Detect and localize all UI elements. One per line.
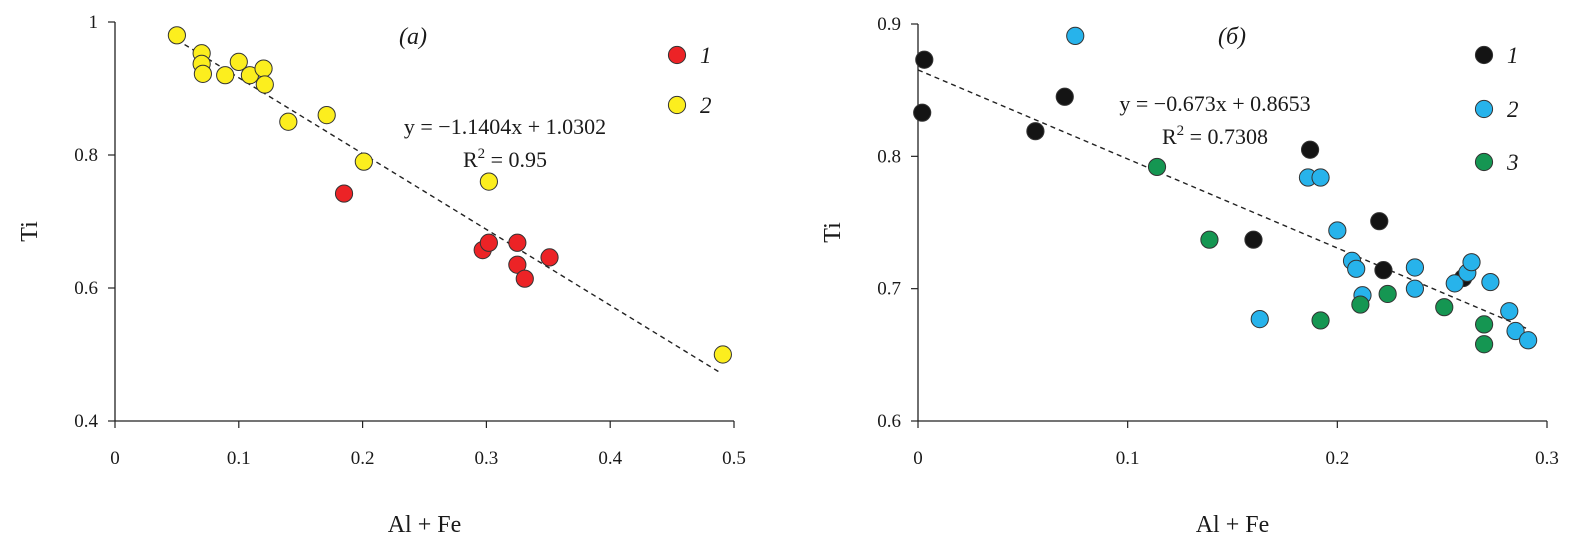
legend-label-b-1: 1 [1507, 43, 1519, 68]
data-point-b-series-1 [913, 103, 932, 122]
data-point-a-series-1 [540, 248, 559, 267]
data-point-a-series-2 [254, 59, 273, 78]
data-point-b-series-1 [915, 50, 934, 69]
data-point-b-series-2 [1462, 253, 1481, 272]
legend-marker-b-1 [1474, 45, 1494, 65]
data-point-a-series-1 [508, 255, 527, 274]
data-point-b-series-2 [1328, 221, 1347, 240]
data-point-a-series-2 [479, 172, 498, 191]
data-point-b-series-3 [1311, 311, 1330, 330]
data-point-b-series-2 [1250, 310, 1269, 329]
y-tick-label-a: 0.6 [74, 278, 98, 299]
data-point-b-series-1 [1370, 212, 1389, 231]
r-squared-exponent: 2 [478, 146, 486, 162]
data-point-b-series-1 [1055, 87, 1074, 106]
legend-label-a-1: 1 [700, 43, 712, 68]
data-point-b-series-2 [1066, 26, 1085, 46]
data-point-a-series-2 [354, 152, 373, 171]
data-point-b-series-2 [1500, 302, 1519, 321]
data-point-b-series-1 [1026, 122, 1045, 141]
panel-label-b: (б) [1218, 24, 1246, 50]
y-tick-label-b: 0.9 [877, 14, 901, 35]
data-point-b-series-3 [1351, 295, 1370, 314]
data-point-a-series-2 [167, 26, 186, 45]
r-squared-value: = 0.95 [485, 147, 547, 172]
data-point-b-series-3 [1475, 335, 1494, 354]
y-tick-label-a: 0.4 [74, 411, 98, 432]
data-point-b-series-2 [1347, 259, 1366, 278]
data-point-a-series-2 [216, 66, 235, 85]
trendline-a [176, 39, 722, 375]
x-axis-title-b: Al + Fe [1196, 512, 1270, 538]
data-point-a-series-2 [229, 52, 248, 72]
data-point-b-series-3 [1200, 230, 1219, 249]
data-point-a-series-1 [334, 184, 354, 203]
data-point-b-series-2 [1506, 321, 1525, 341]
data-point-b-series-3 [1435, 298, 1454, 317]
data-point-a-series-1 [515, 269, 534, 288]
data-point-b-series-2 [1405, 279, 1425, 298]
chart-panel-b: 0 0.1 0.2 0.3 0.6 0.7 0.8 0.9 Al + Fe Ti (б) y = −0… [820, 14, 1559, 538]
legend-marker-b-2 [1474, 99, 1494, 119]
data-point-a-series-2 [279, 112, 298, 131]
x-tick-label-a: 0.2 [351, 448, 375, 469]
r-squared-b: R2 = 0.7308 [1162, 123, 1268, 149]
trendline-b [917, 69, 1527, 329]
legend-marker-a-2 [667, 95, 687, 115]
data-point-b-series-2 [1405, 258, 1425, 277]
data-point-b-series-3 [1475, 315, 1494, 334]
legend-marker-a-1 [667, 45, 687, 65]
x-tick-label-a: 0.1 [227, 448, 251, 469]
data-point-b-series-2 [1519, 331, 1538, 350]
trend-equation-a: y = −1.1404x + 1.0302 [404, 114, 606, 139]
y-axis-title-b: Ti [820, 222, 846, 243]
trend-equation-b: y = −0.673x + 0.8653 [1119, 91, 1310, 116]
data-point-b-series-2 [1445, 274, 1464, 293]
r-squared-exponent: 2 [1177, 123, 1185, 139]
y-tick-label-b: 0.7 [877, 279, 901, 300]
data-point-b-series-1 [1244, 230, 1263, 249]
data-point-b-series-1 [1300, 140, 1320, 159]
legend-marker-b-3 [1474, 152, 1494, 172]
x-tick-label-a: 0.3 [475, 448, 499, 469]
data-point-b-series-1 [1374, 261, 1393, 280]
data-point-b-series-2 [1311, 168, 1330, 187]
x-tick-label-b: 0.1 [1116, 448, 1140, 469]
chart-panel-a: 0 0.1 0.2 0.3 0.4 0.5 0.4 0.6 0.8 1 Al + Fe Ti (a) y … [17, 12, 746, 538]
data-point-a-series-1 [479, 233, 498, 252]
data-point-a-series-1 [508, 233, 527, 252]
legend-label-b-3: 3 [1506, 150, 1519, 175]
y-tick-label-b: 0.6 [877, 411, 901, 432]
data-point-b-series-2 [1481, 272, 1500, 292]
x-axis-title-a: Al + Fe [388, 512, 462, 538]
r-squared-a: R2 = 0.95 [463, 146, 547, 172]
data-point-a-series-2 [317, 106, 336, 125]
data-point-b-series-3 [1378, 284, 1397, 304]
legend-label-a-2: 2 [700, 93, 712, 118]
r-squared-letter: R [463, 147, 478, 172]
x-tick-label-b: 0.2 [1325, 448, 1349, 469]
r-squared-value: = 0.7308 [1184, 124, 1268, 149]
y-tick-label-a: 0.8 [74, 145, 98, 166]
data-point-b-series-3 [1147, 157, 1167, 177]
x-tick-label-a: 0 [110, 448, 120, 469]
x-tick-label-b: 0 [913, 448, 923, 469]
panel-label-a: (a) [399, 24, 427, 50]
data-point-a-series-2 [255, 75, 274, 94]
x-tick-label-a: 0.5 [722, 448, 746, 469]
y-tick-label-a: 1 [89, 12, 99, 33]
data-point-a-series-2 [193, 64, 212, 83]
data-point-a-series-2 [713, 345, 732, 364]
legend-label-b-2: 2 [1507, 97, 1519, 122]
y-axis-title-a: Ti [17, 221, 43, 242]
x-tick-label-b: 0.3 [1535, 448, 1559, 469]
x-tick-label-a: 0.4 [598, 448, 622, 469]
r-squared-letter: R [1162, 124, 1177, 149]
y-tick-label-b: 0.8 [877, 146, 901, 167]
